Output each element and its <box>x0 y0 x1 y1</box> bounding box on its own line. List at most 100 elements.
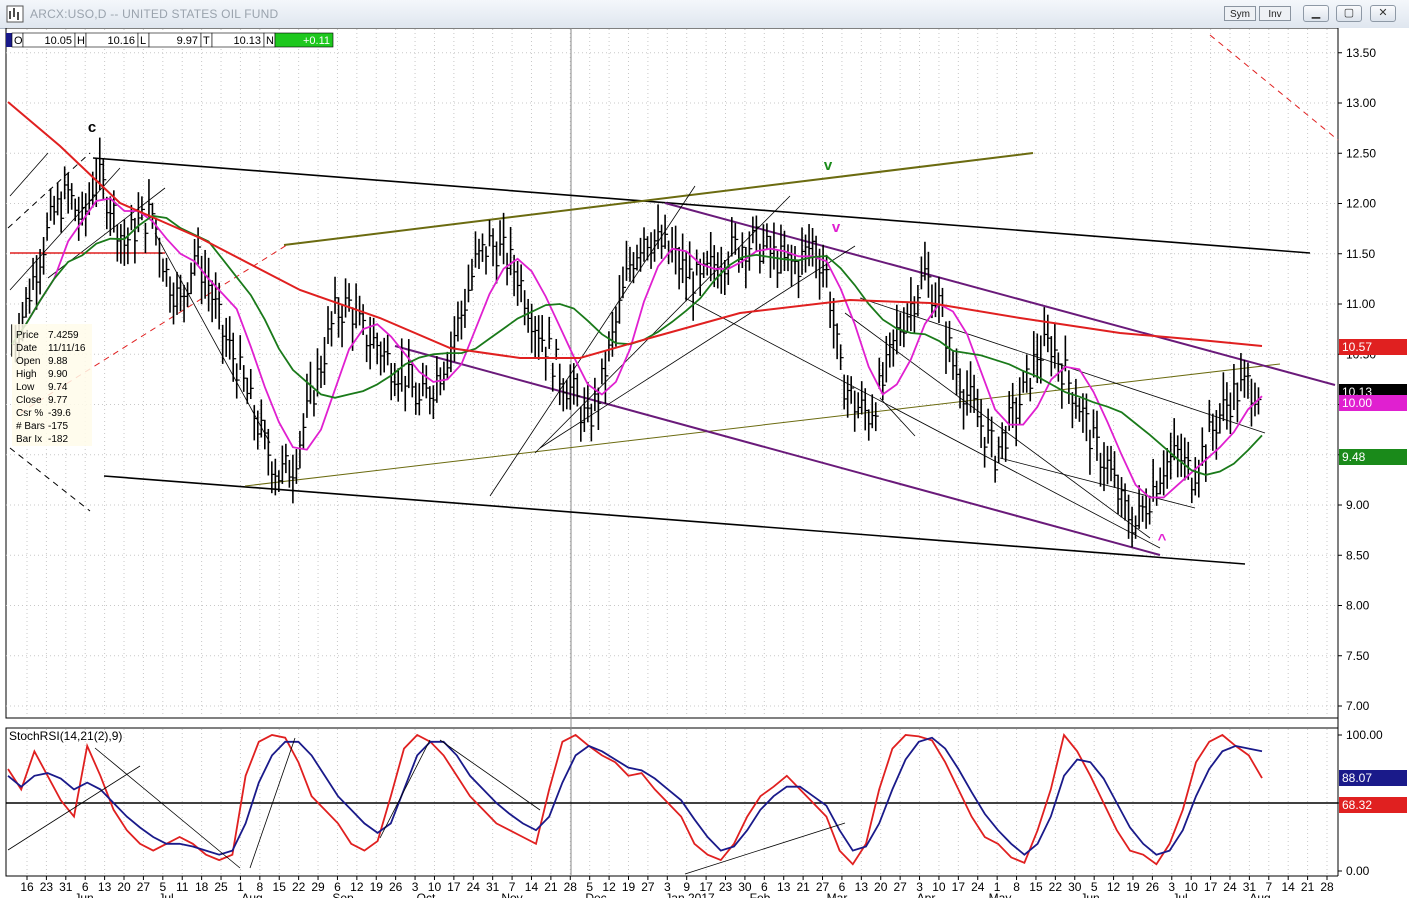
wave-label: ^ <box>1158 531 1167 548</box>
x-tick-label: 3 <box>1168 880 1175 894</box>
info-value: 11/11/16 <box>48 343 86 354</box>
x-tick-label: 20 <box>874 880 888 894</box>
black-dashed-line <box>9 447 91 512</box>
x-tick-label: 6 <box>839 880 846 894</box>
info-label: Price <box>16 330 39 341</box>
ma-fast-line <box>11 197 1263 499</box>
info-label: Close <box>16 395 42 406</box>
info-label: # Bars <box>16 421 45 432</box>
x-month-label: Jun <box>1080 891 1099 898</box>
x-tick-label: 15 <box>1029 880 1043 894</box>
osc-value-badge-label: 88.07 <box>1342 771 1372 785</box>
x-month-label: Oct <box>417 891 436 898</box>
x-tick-label: 3 <box>916 880 923 894</box>
channel-top-line <box>92 157 1311 254</box>
chart-canvas[interactable]: StochRSI(14,21(2),9) 13.50 13.00 12.50 12.0… <box>0 28 1409 898</box>
info-value: 9.77 <box>48 395 68 406</box>
x-tick-label: 26 <box>1146 880 1160 894</box>
wave-label: v <box>824 157 833 174</box>
olive-channel-top <box>283 152 1034 246</box>
stochrsi-panel: StochRSI(14,21(2),9) <box>6 729 1338 875</box>
y-tick-label: 12.50 <box>1346 146 1376 160</box>
fan-line <box>154 232 271 444</box>
x-tick-label: 7 <box>509 880 516 894</box>
x-month-label: Jun <box>74 891 93 898</box>
fan-line <box>9 167 121 291</box>
x-tick-label: 27 <box>641 880 655 894</box>
x-tick-label: 3 <box>664 880 671 894</box>
osc-trendline <box>94 747 241 869</box>
x-tick-label: 21 <box>544 880 558 894</box>
x-tick-label: 30 <box>1068 880 1082 894</box>
info-value: 9.88 <box>48 356 68 367</box>
fan-line <box>9 152 49 197</box>
ohlc-key: L <box>140 35 146 47</box>
moving-averages <box>7 101 1263 499</box>
osc-trendline <box>684 822 846 875</box>
x-tick-label: 25 <box>214 880 228 894</box>
x-month-label: Jan 2017 <box>665 891 715 898</box>
x-month-label: Jul <box>158 891 173 898</box>
osc-tick-label: 100.00 <box>1346 728 1383 742</box>
x-tick-label: 28 <box>564 880 578 894</box>
x-month-label: Aug <box>241 891 262 898</box>
x-tick-label: 28 <box>1320 880 1334 894</box>
x-tick-label: 17 <box>952 880 966 894</box>
price-bars <box>11 137 1262 548</box>
ohlc-marker <box>6 33 12 47</box>
x-tick-label: 9 <box>683 880 690 894</box>
x-tick-label: 27 <box>893 880 907 894</box>
x-tick-label: 22 <box>292 880 306 894</box>
osc-trendline <box>379 739 431 839</box>
ohlc-key: N <box>266 35 274 47</box>
osc-title: StochRSI(14,21(2),9) <box>9 729 122 743</box>
title-bar[interactable]: ARCX:USO,D -- UNITED STATES OIL FUND Sym… <box>0 0 1409 29</box>
y-tick-label: 11.00 <box>1346 297 1375 311</box>
ohlc-value: +0.11 <box>303 35 330 47</box>
x-tick-label: 13 <box>777 880 791 894</box>
inv-button[interactable]: Inv <box>1259 6 1291 21</box>
x-tick-label: 20 <box>117 880 131 894</box>
ohlc-key: H <box>77 35 85 47</box>
y-tick-label: 13.00 <box>1346 96 1376 110</box>
ohlc-key: O <box>14 35 23 47</box>
x-tick-label: 5 <box>159 880 166 894</box>
minimize-button[interactable]: ▁ <box>1303 5 1329 22</box>
x-tick-label: 1 <box>237 880 244 894</box>
x-tick-label: 14 <box>525 880 539 894</box>
ohlc-readout: O 10.05 H 10.16 L 9.97 T 10.13 N +0.11 <box>6 32 334 48</box>
black-dashed-line <box>7 152 91 229</box>
fan-line <box>879 397 916 437</box>
maximize-button[interactable]: ▢ <box>1336 5 1362 22</box>
purple-channel-bottom <box>394 345 1161 556</box>
purple-channel-top <box>664 202 1336 386</box>
red-dashed-line <box>19 242 291 414</box>
x-tick-label: 12 <box>350 880 364 894</box>
close-button[interactable]: ✕ <box>1370 5 1396 22</box>
osc-tick-label: 0.00 <box>1346 864 1370 878</box>
x-tick-label: 27 <box>137 880 151 894</box>
info-value: -39.6 <box>48 408 71 419</box>
x-tick-label: 15 <box>273 880 287 894</box>
wave-label: c <box>88 119 96 136</box>
info-value: -175 <box>48 421 68 432</box>
x-tick-label: 6 <box>82 880 89 894</box>
x-tick-label: 11 <box>176 880 189 894</box>
trendlines <box>7 34 1339 565</box>
app-chart-icon <box>6 5 24 23</box>
x-tick-label: 5 <box>586 880 593 894</box>
sym-button[interactable]: Sym <box>1224 6 1256 21</box>
x-tick-label: 17 <box>447 880 461 894</box>
fan-line <box>539 245 856 449</box>
ohlc-value: 10.13 <box>233 35 261 47</box>
info-label: Open <box>16 356 40 367</box>
x-tick-label: 19 <box>370 880 384 894</box>
value-badge-label: 10.00 <box>1342 396 1372 410</box>
x-tick-label: 5 <box>1091 880 1098 894</box>
x-month-label: Jul <box>1172 891 1187 898</box>
fan-line <box>999 457 1196 509</box>
x-tick-label: 19 <box>1126 880 1140 894</box>
fan-line <box>684 297 1161 549</box>
osc-value-badge <box>1339 797 1407 813</box>
